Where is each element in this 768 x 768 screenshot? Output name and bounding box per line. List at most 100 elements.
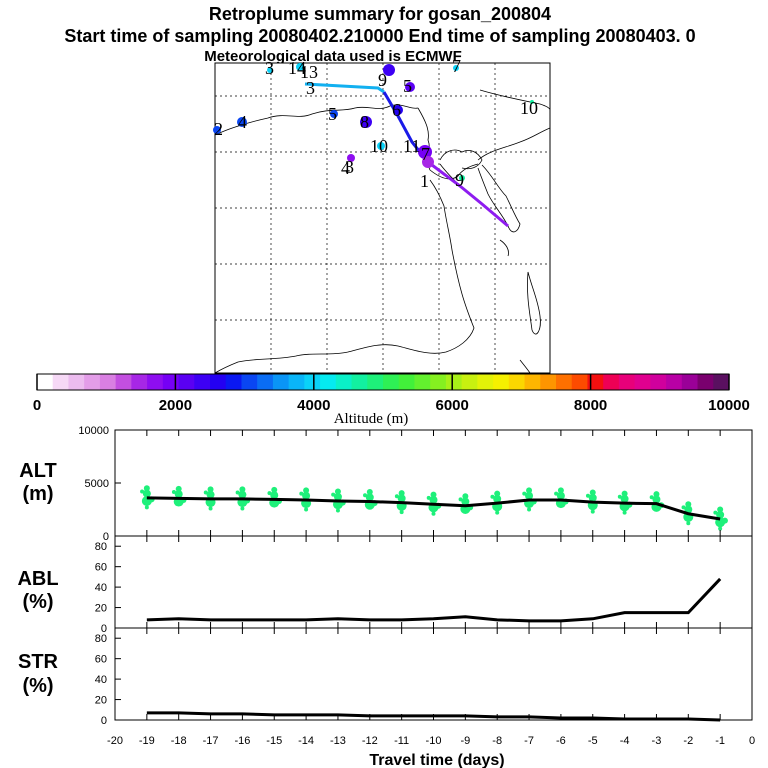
alt-scatter-point [716,510,725,519]
alt-y-ticks: 0 5000 10000 [78,425,121,543]
colorbar-cell [556,374,573,390]
colorbar-ticks: 0 2000 4000 6000 8000 10000 [33,374,750,414]
map-label: 3 [345,157,354,177]
alt-scatter-point [494,490,501,497]
alt-scatter-point [397,494,406,503]
abl-panel: ABL (%) 0 20 40 60 80 [17,535,753,635]
map-label: 2 [214,119,223,139]
colorbar-cell [115,374,132,390]
alt-scatter-point [207,486,214,493]
trajectory-dot [237,117,247,127]
colorbar-cell [210,374,227,390]
alt-scatter-point [398,490,405,497]
x-tick-label: -3 [652,735,662,747]
colorbar-label: Altitude (m) [334,411,409,427]
colorbar-cell [320,374,337,390]
alt-scatter-point [431,511,436,516]
alt-scatter-point [721,517,728,524]
map-label: 10 [520,98,538,118]
alt-scatter-point [208,506,213,511]
map-label: 5 [403,76,412,96]
colorbar-cell [445,374,463,390]
alt-scatter-point [526,487,533,494]
pct-y-tick-label: 0 [101,715,107,727]
alt-scatter-point [686,521,691,526]
alt-scatter-point [684,505,693,514]
colorbar-tick-label: 8000 [574,397,607,414]
map-label: 3 [306,78,315,98]
alt-scatter-point [426,495,431,500]
colorbar-cell [304,374,321,390]
alt-scatter-point [334,488,341,495]
abl-panel-frame [114,535,753,629]
alt-scatter-point [333,492,342,501]
alt-scatter-point [685,501,692,508]
alt-scatter-point [365,493,374,502]
abl-panel-unit: (%) [22,591,53,613]
sampling-times: Start time of sampling 20080402.210000 E… [64,26,695,46]
colorbar-cell [697,374,714,390]
str-y-ticks: 0 20 40 60 80 [95,633,121,727]
map-gridlines [215,63,550,373]
colorbar-cell [508,374,526,390]
colorbar-tick-label: 2000 [159,397,192,414]
trajectory-dot [405,82,415,92]
x-tick-label: 0 [749,735,755,747]
colorbar-tick-label: 0 [33,397,41,414]
trajectory-dot [453,65,459,71]
colorbar-cell [288,374,305,390]
x-tick-label: -19 [139,735,155,747]
alt-panel: ALT (m) 0 5000 10000 [19,425,753,543]
colorbar-tick-label: 10000 [708,397,750,414]
alt-scatter-point [299,491,304,496]
alt-scatter-point [270,491,279,500]
colorbar-cell [414,374,431,390]
colorbar-cell [68,374,85,390]
alt-scatter-point [493,494,502,503]
colorbar-cell [666,374,683,390]
alt-scatter-point [394,494,399,499]
colorbar-cell [571,374,588,390]
x-tick-label: -16 [234,735,250,747]
x-tick-label: -9 [460,735,470,747]
colorbar-cell [272,374,290,390]
colorbar-cell [131,374,148,390]
map-day-labels: 10 1 9 10 11 8 3 4 5 6 7 14 13 3 9 4 2 5… [214,56,538,191]
colorbar-cell [681,374,699,390]
alt-panel-frame [114,429,753,537]
x-tick-label: -7 [524,735,534,747]
colorbar-cell [84,374,101,390]
trajectory-dots [213,63,534,181]
alt-scatter-point [681,505,686,510]
abl-y-ticks: 0 20 40 60 80 [95,541,121,635]
x-tick-label: -13 [330,735,346,747]
colorbar-cell [162,374,180,390]
map-label: 7 [421,144,430,164]
alt-scatter-point [713,510,718,515]
alt-scatter-point [267,491,272,496]
x-tick-label: -4 [620,735,630,747]
colorbar-cell [99,374,117,390]
alt-scatter-point [239,486,246,493]
alt-scatter-point [302,491,311,500]
alt-scatter-point [621,490,628,497]
colorbar-cell [540,374,557,390]
alt-scatter-point [588,493,597,502]
pct-y-tick-label: 20 [95,695,107,707]
trajectory-dot [393,105,403,115]
map-label: 4 [238,112,247,132]
trajectory-segment-upper [304,82,385,94]
alt-scatter-point [556,491,565,500]
x-tick-label: -8 [492,735,502,747]
trajectory-dot [360,116,372,128]
map-label: 8 [360,112,369,132]
pct-y-tick-label: 80 [95,541,107,553]
alt-scatter-point [717,506,724,513]
colorbar-cell [194,374,211,390]
alt-scatter-point [335,508,340,513]
trajectory-dot [377,142,385,150]
pct-y-tick-label: 40 [95,582,107,594]
x-tick-label: -14 [298,735,314,747]
alt-scatter-point [363,493,368,498]
alt-scatter-point [142,489,151,498]
